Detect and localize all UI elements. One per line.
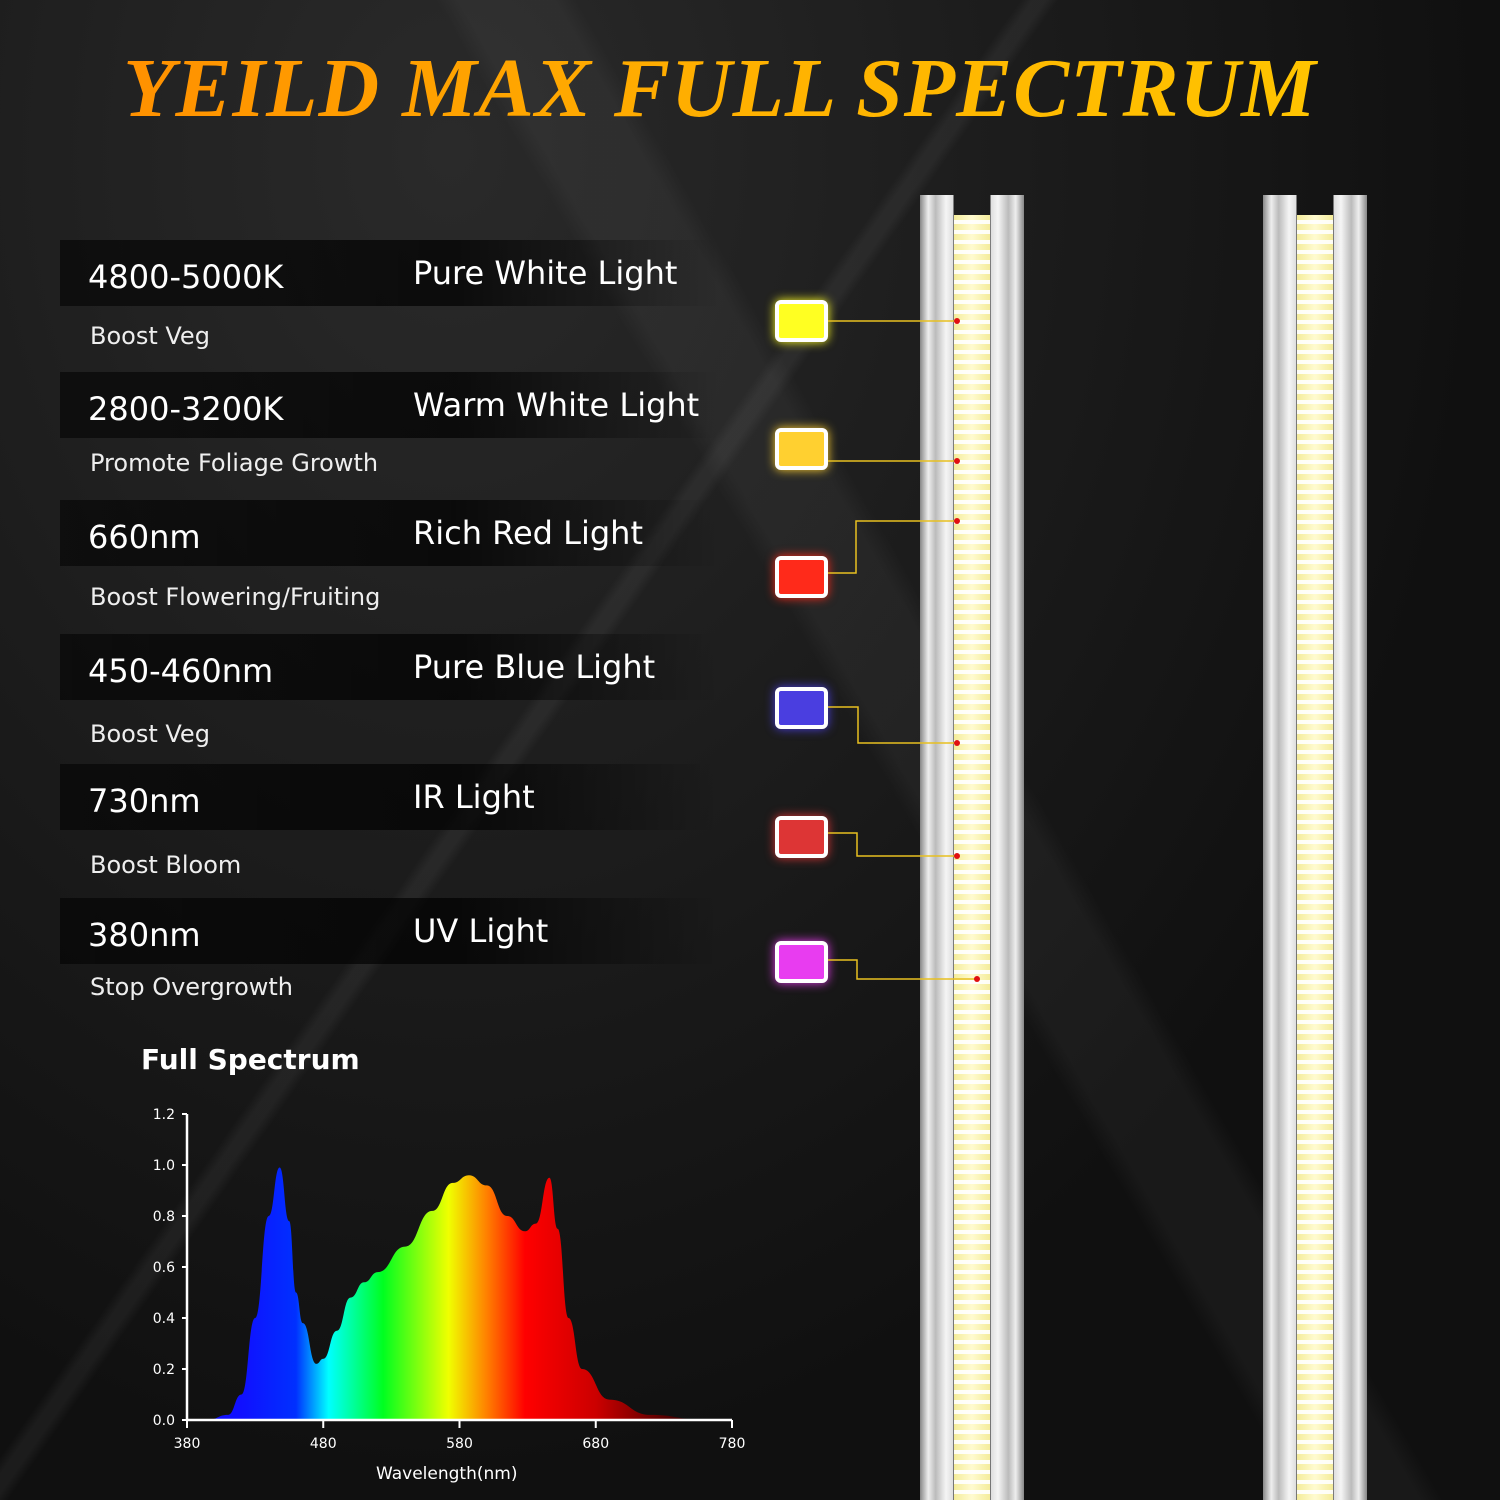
light-name: Warm White Light [413, 386, 700, 424]
light-spec: 450-460nm [88, 652, 274, 690]
light-effect: Promote Foliage Growth [90, 449, 379, 477]
x-tick-label: 380 [174, 1436, 201, 1452]
x-axis-label: Wavelength(nm) [376, 1464, 518, 1484]
row-band [60, 500, 720, 566]
y-tick-label: 1.2 [153, 1107, 175, 1123]
x-tick-label: 780 [719, 1436, 746, 1452]
light-effect: Boost Veg [90, 322, 210, 350]
row-band [60, 634, 720, 700]
row-band [60, 372, 720, 438]
light-name: IR Light [413, 778, 535, 816]
connector-dot [954, 458, 960, 464]
connector-dot [974, 976, 980, 982]
page-title: YEILD MAX FULL SPECTRUM [0, 40, 1440, 137]
light-name: Pure Blue Light [413, 648, 656, 686]
light-spec: 730nm [88, 782, 201, 820]
color-swatch [775, 300, 828, 342]
color-swatch [775, 687, 828, 729]
y-tick-label: 0.6 [153, 1260, 175, 1276]
connector-dot [954, 318, 960, 324]
y-tick-label: 1.0 [153, 1158, 175, 1174]
light-effect: Boost Veg [90, 720, 210, 748]
connector-dot [954, 740, 960, 746]
connector-dot [954, 853, 960, 859]
row-band [60, 240, 720, 306]
y-tick-label: 0.0 [153, 1413, 175, 1429]
light-spec: 660nm [88, 518, 201, 556]
light-name: Pure White Light [413, 254, 678, 292]
x-tick-label: 580 [446, 1436, 473, 1452]
color-swatch [775, 428, 828, 470]
connector-line [828, 706, 957, 744]
light-effect: Boost Flowering/Fruiting [90, 583, 381, 611]
row-band [60, 764, 720, 830]
row-band [60, 898, 720, 964]
chart-title: Full Spectrum [141, 1043, 360, 1076]
light-name: UV Light [413, 912, 549, 950]
y-tick-label: 0.4 [153, 1311, 175, 1327]
light-spec: 2800-3200K [88, 390, 284, 428]
x-tick-label: 680 [582, 1436, 609, 1452]
light-name: Rich Red Light [413, 514, 643, 552]
connector-line [828, 520, 957, 574]
connector-line [828, 959, 977, 980]
light-effect: Boost Bloom [90, 851, 242, 879]
light-bar-right [1263, 195, 1367, 1500]
y-tick-label: 0.8 [153, 1209, 175, 1225]
light-spec: 4800-5000K [88, 258, 284, 296]
x-tick-label: 480 [310, 1436, 337, 1452]
color-swatch [775, 941, 828, 983]
light-effect: Stop Overgrowth [90, 973, 294, 1001]
spectrum-area [207, 1167, 705, 1420]
color-swatch [775, 556, 828, 598]
y-tick-label: 0.2 [153, 1362, 175, 1378]
connector-dot [954, 518, 960, 524]
led-array [1297, 215, 1333, 1500]
color-swatch [775, 816, 828, 858]
light-spec: 380nm [88, 916, 201, 954]
led-array [954, 215, 990, 1500]
light-bar-left [920, 195, 1024, 1500]
connector-line [828, 832, 957, 857]
